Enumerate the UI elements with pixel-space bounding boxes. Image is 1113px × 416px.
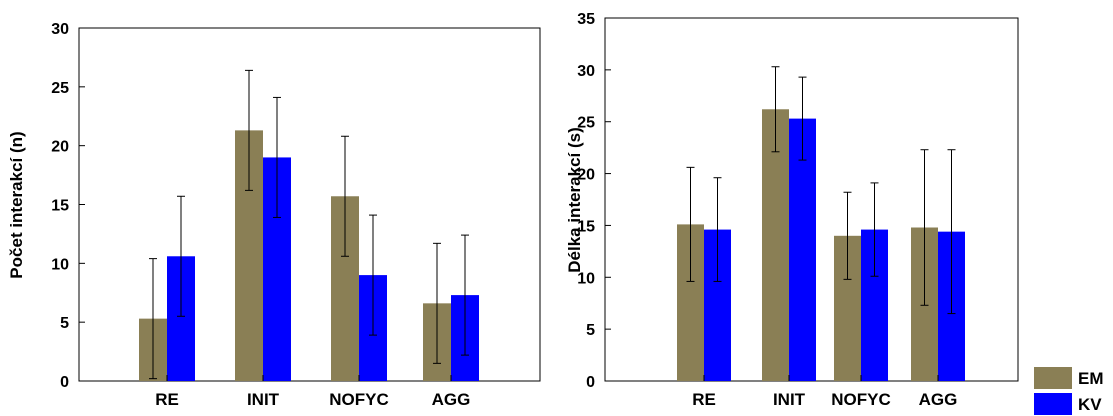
x-tick-label: NOFYC	[831, 390, 891, 409]
y-tick-label: 25	[577, 115, 595, 132]
x-tick-label: AGG	[919, 390, 958, 409]
x-tick-label: RE	[155, 390, 179, 409]
y-tick-label: 5	[60, 315, 69, 332]
bar-em-init	[762, 109, 789, 382]
y-tick-label: 15	[577, 218, 595, 235]
x-tick-label: RE	[692, 390, 716, 409]
x-tick-label: INIT	[773, 390, 806, 409]
y-tick-label: 15	[51, 198, 69, 215]
x-tick-label: NOFYC	[329, 390, 389, 409]
y-tick-label: 30	[577, 63, 595, 80]
chart-pocet-interakci: 0 5 10 15 20 25 30 Počet interakcí (n) RE INIT NOF…	[7, 21, 541, 409]
y-axis-title: Délka interakcí (s)	[565, 127, 584, 273]
x-tick-label: INIT	[247, 390, 280, 409]
y-tick-label: 5	[586, 322, 595, 339]
chart-delka-interakci: 0 5 10 15 20 25 30 35 Délka interakcí (s) RE INIT N…	[565, 11, 1019, 409]
x-tick-label: AGG	[432, 390, 471, 409]
legend-label-kv: KV	[1078, 395, 1102, 414]
legend-swatch-kv	[1034, 393, 1072, 415]
y-tick-label: 20	[51, 139, 69, 156]
legend-swatch-em	[1034, 367, 1072, 389]
y-tick-label: 35	[577, 11, 595, 28]
y-tick-label: 30	[51, 21, 69, 38]
y-axis-title: Počet interakcí (n)	[7, 131, 26, 278]
legend-label-em: EM	[1078, 369, 1104, 388]
y-tick-label: 10	[51, 256, 69, 273]
y-tick-label: 0	[586, 374, 595, 391]
legend: EM KV	[1034, 367, 1104, 415]
bar-kv-init	[789, 118, 816, 382]
y-tick-label: 0	[60, 374, 69, 391]
y-tick-label: 25	[51, 80, 69, 97]
y-tick-label: 20	[577, 167, 595, 184]
y-tick-label: 10	[577, 270, 595, 287]
